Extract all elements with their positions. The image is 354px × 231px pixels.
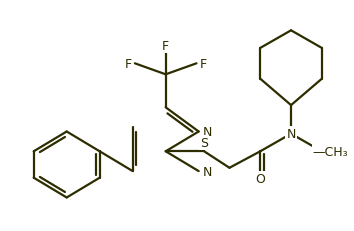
Text: —CH₃: —CH₃ (313, 145, 348, 158)
Text: N: N (203, 165, 212, 178)
Text: N: N (203, 125, 212, 138)
Text: F: F (200, 58, 207, 70)
Text: F: F (162, 40, 169, 53)
Text: O: O (255, 173, 265, 185)
Text: F: F (125, 58, 132, 70)
Text: S: S (200, 136, 208, 149)
Text: N: N (286, 128, 296, 141)
